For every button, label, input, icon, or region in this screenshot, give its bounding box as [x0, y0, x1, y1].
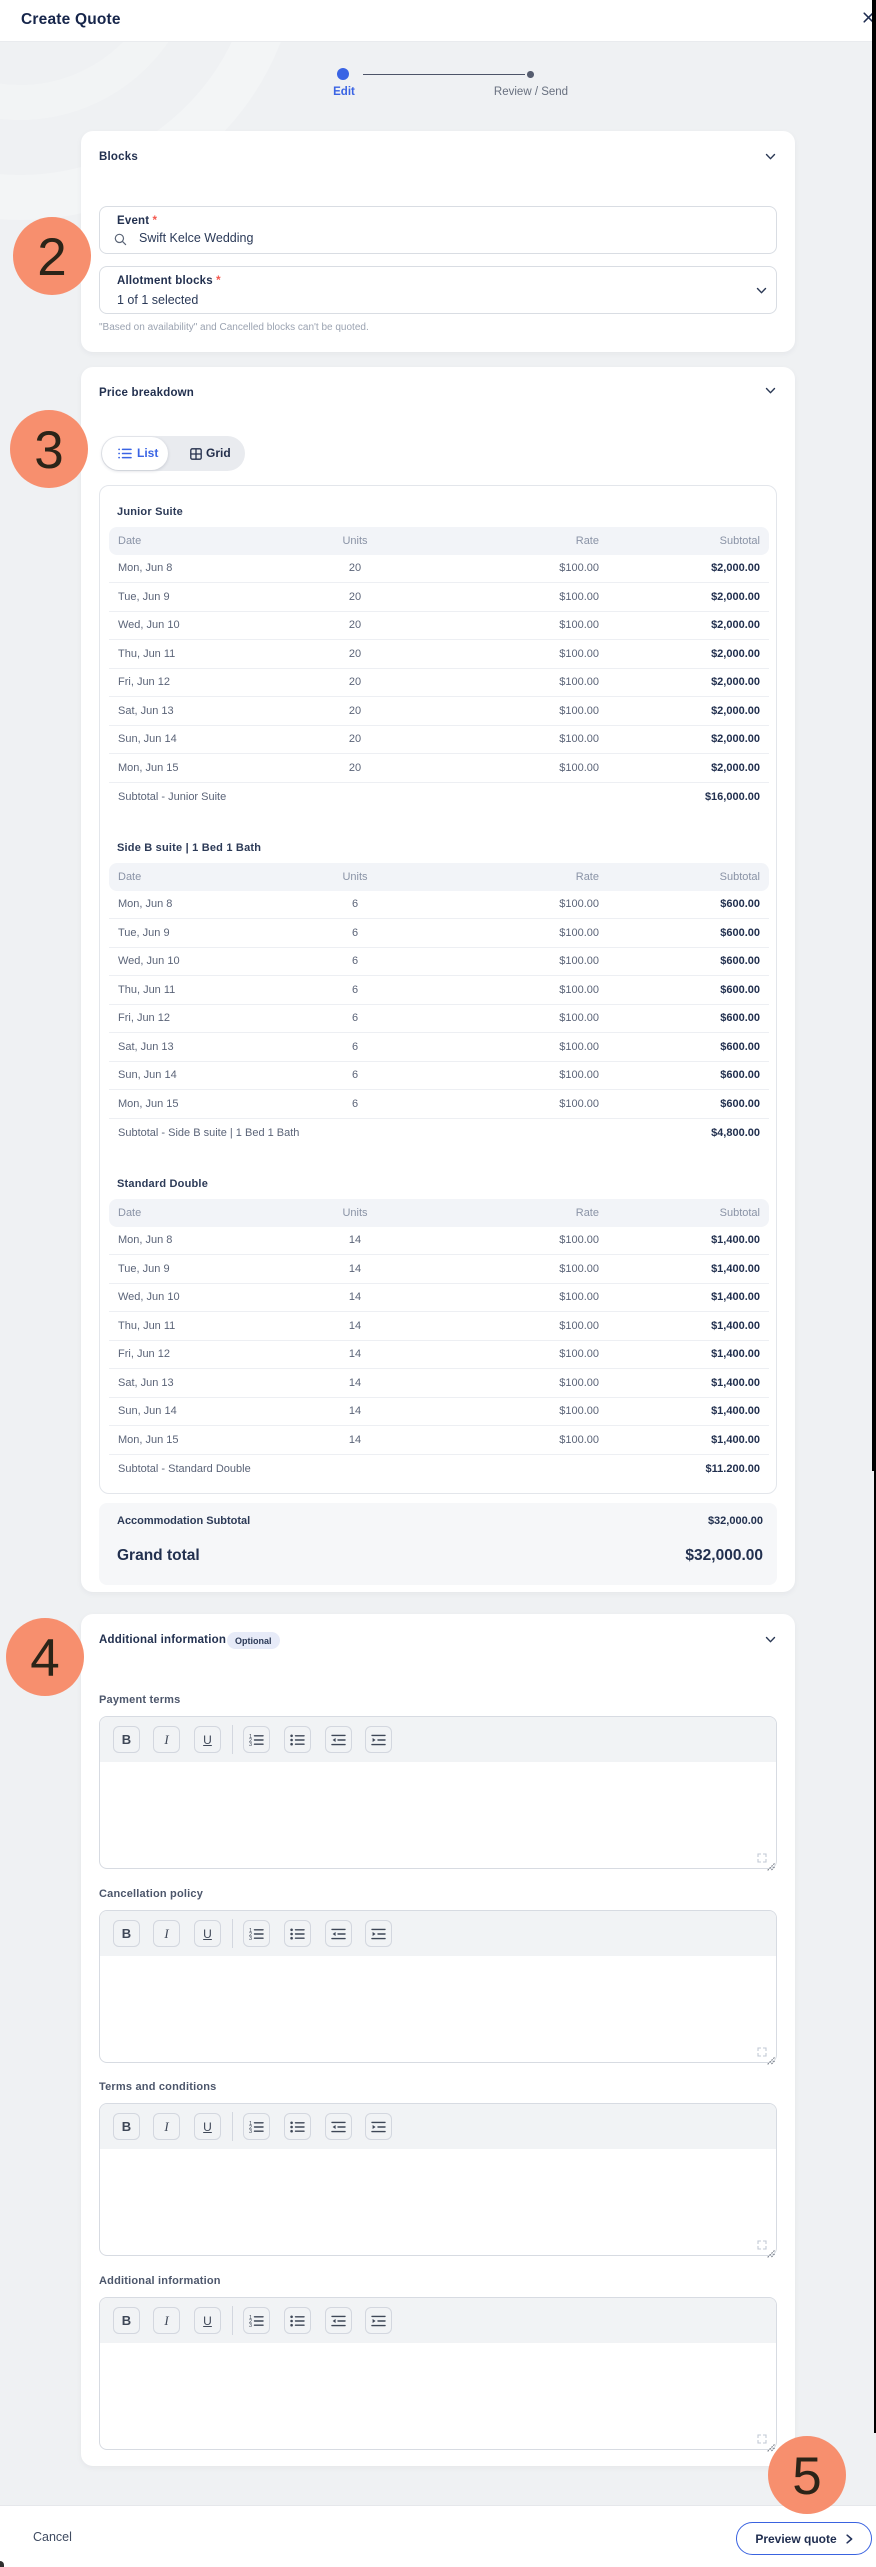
- svg-text:3: 3: [249, 2129, 252, 2133]
- svg-text:1: 1: [249, 1928, 252, 1934]
- svg-text:2: 2: [249, 2319, 252, 2325]
- svg-text:3: 3: [249, 2323, 252, 2327]
- svg-text:1: 1: [249, 1734, 252, 1740]
- svg-text:1: 1: [249, 2121, 252, 2127]
- svg-text:2: 2: [249, 1738, 252, 1744]
- svg-text:3: 3: [249, 1742, 252, 1746]
- svg-text:2: 2: [249, 1932, 252, 1938]
- svg-text:3: 3: [249, 1936, 252, 1940]
- svg-text:1: 1: [249, 2315, 252, 2321]
- svg-text:2: 2: [249, 2125, 252, 2131]
